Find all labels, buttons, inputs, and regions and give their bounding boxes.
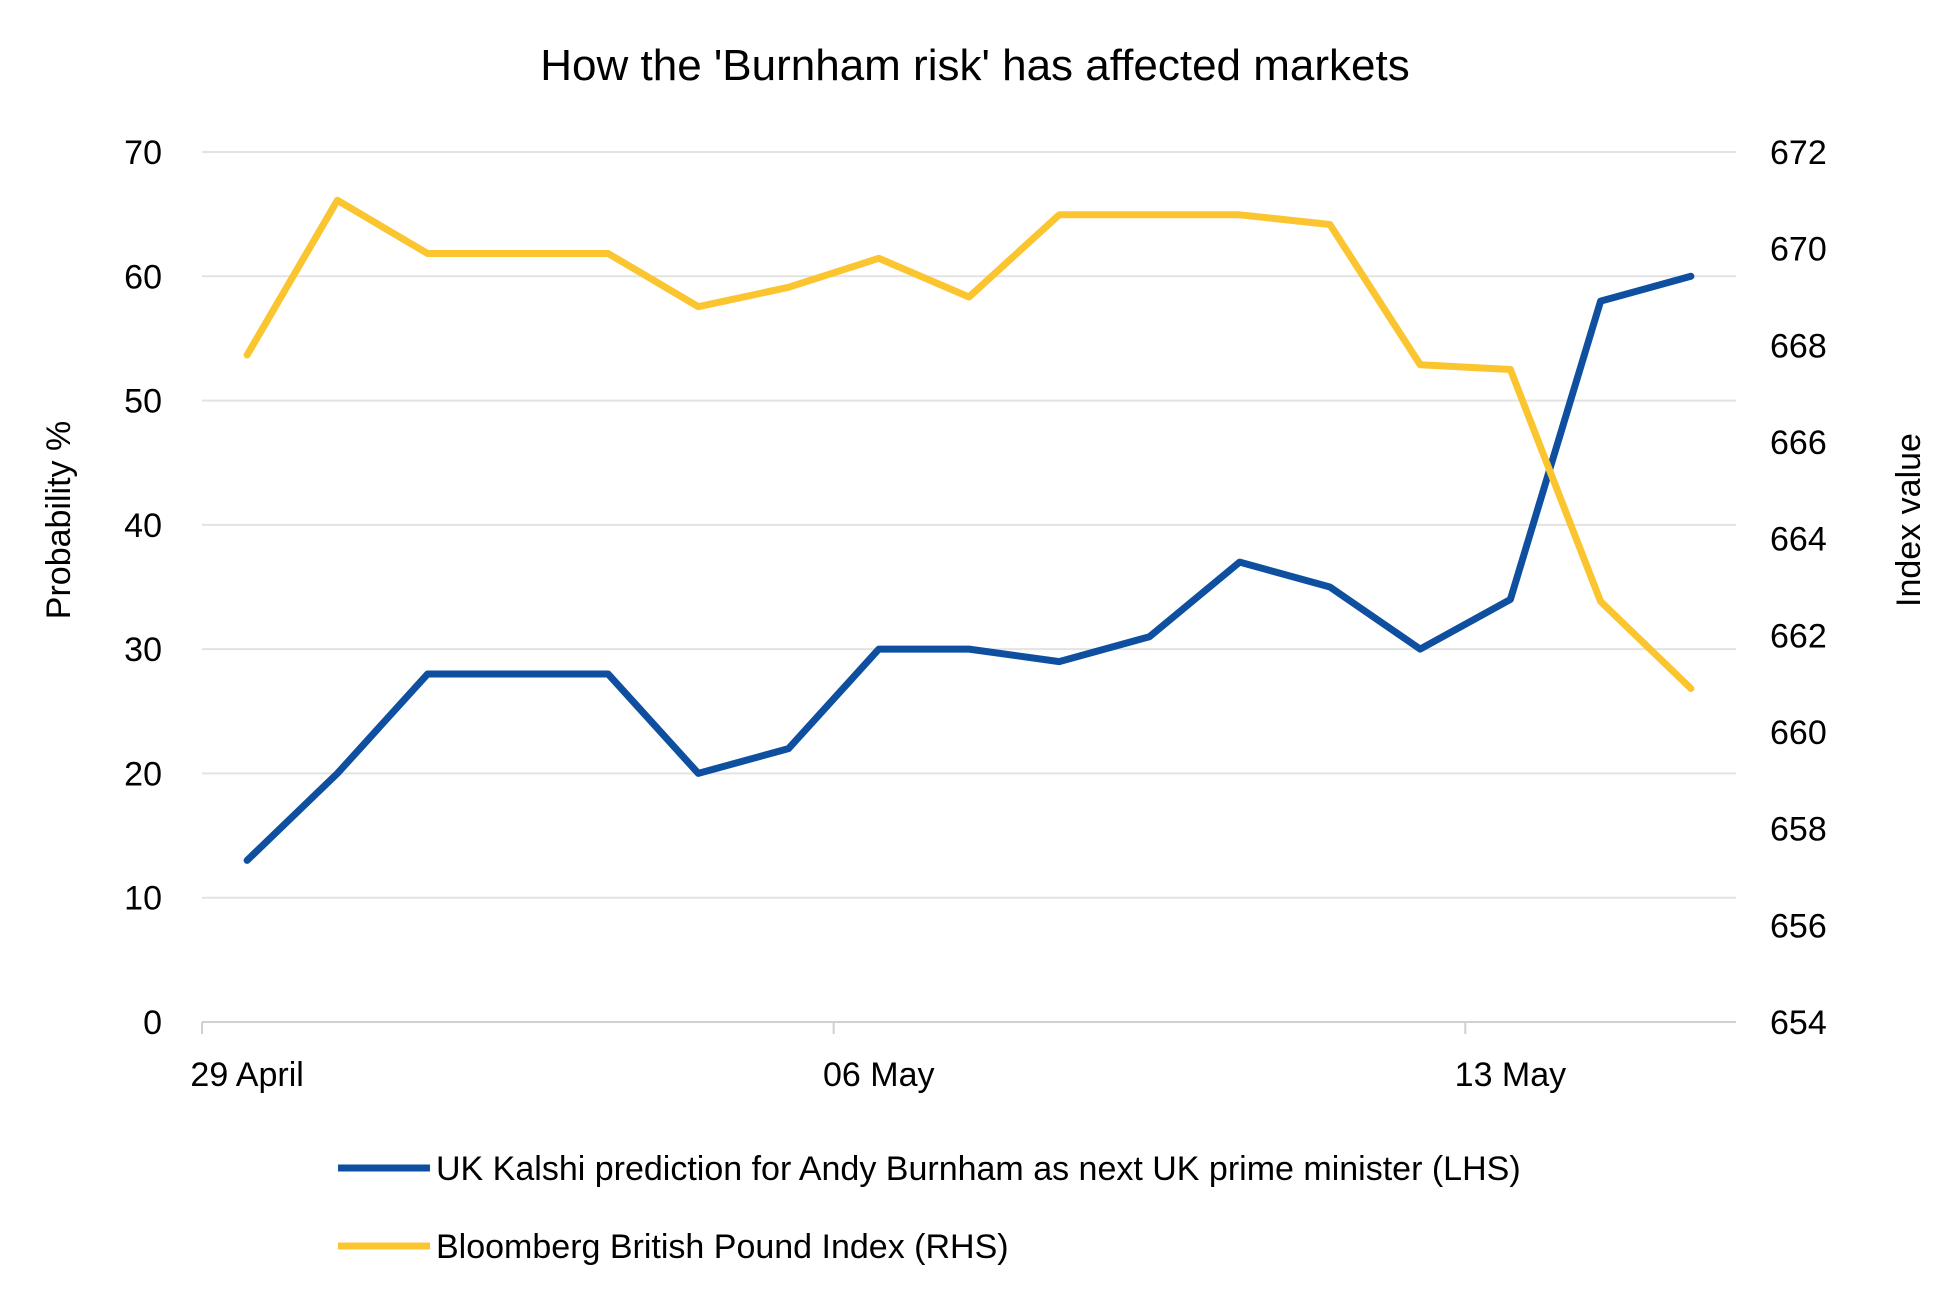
right-y-tick-label: 658: [1770, 811, 1827, 849]
legend-label-pound-index: Bloomberg British Pound Index (RHS): [436, 1228, 1009, 1266]
chart-title: How the 'Burnham risk' has affected mark…: [540, 41, 1409, 90]
x-tick-label: 29 April: [190, 1056, 303, 1094]
left-y-tick-label: 50: [124, 383, 162, 421]
right-y-tick-label: 672: [1770, 134, 1827, 172]
right-y-tick-label: 666: [1770, 424, 1827, 462]
gridlines: [202, 151, 1736, 899]
left-y-tick-label: 60: [124, 258, 162, 296]
right-y-axis: 654 656 658 660 662 664 666 668 670 672: [1770, 134, 1827, 1042]
right-y-tick-label: 662: [1770, 617, 1827, 655]
x-tick-label: 13 May: [1455, 1056, 1567, 1094]
x-tick-label: 06 May: [823, 1056, 935, 1094]
right-y-tick-label: 660: [1770, 714, 1827, 752]
right-y-tick-label: 668: [1770, 327, 1827, 365]
right-y-tick-label: 664: [1770, 521, 1827, 559]
left-y-tick-label: 20: [124, 755, 162, 793]
pound-index-line: [243, 196, 1695, 692]
left-y-tick-label: 70: [124, 134, 162, 172]
left-y-tick-label: 0: [143, 1004, 162, 1042]
left-y-axis: 0 10 20 30 40 50 60 70: [124, 134, 162, 1042]
x-axis: 29 April 06 May 13 May: [190, 1021, 1736, 1094]
right-y-tick-label: 656: [1770, 907, 1827, 945]
right-y-tick-label: 654: [1770, 1004, 1827, 1042]
right-y-axis-title: Index value: [1890, 433, 1928, 607]
left-y-tick-label: 10: [124, 880, 162, 918]
left-y-tick-label: 40: [124, 507, 162, 545]
left-y-axis-title: Probability %: [40, 421, 78, 619]
right-y-tick-label: 670: [1770, 231, 1827, 269]
left-y-tick-label: 30: [124, 631, 162, 669]
legend-label-kalshi: UK Kalshi prediction for Andy Burnham as…: [436, 1150, 1521, 1188]
series-lines: [243, 196, 1695, 864]
legend: UK Kalshi prediction for Andy Burnham as…: [338, 1150, 1521, 1266]
